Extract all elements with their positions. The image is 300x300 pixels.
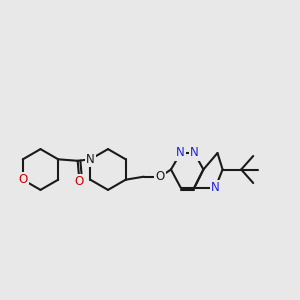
Text: N: N	[211, 181, 220, 194]
Text: N: N	[86, 153, 95, 166]
Text: N: N	[190, 146, 199, 160]
Text: N: N	[176, 146, 185, 160]
Text: O: O	[18, 173, 28, 186]
Text: O: O	[155, 170, 165, 183]
Text: O: O	[74, 175, 84, 188]
